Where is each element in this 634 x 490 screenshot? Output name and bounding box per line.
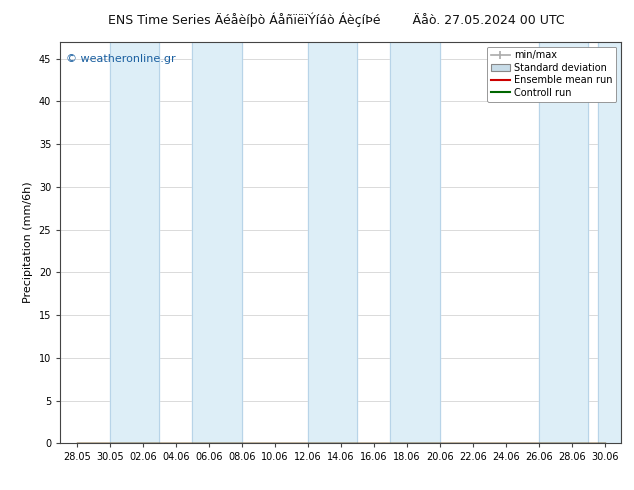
Bar [391,42,440,443]
Bar [307,42,358,443]
Bar [598,42,621,443]
Bar [539,42,588,443]
Legend: min/max, Standard deviation, Ensemble mean run, Controll run: min/max, Standard deviation, Ensemble me… [487,47,616,101]
Bar [192,42,242,443]
Y-axis label: Precipitation (mm/6h): Precipitation (mm/6h) [23,182,33,303]
Bar [110,42,159,443]
Text: ENS Time Series Äéåèíþò ÁåñïëïÝíáò ÁèçíÞé        Äåò. 27.05.2024 00 UTC: ENS Time Series Äéåèíþò ÁåñïëïÝíáò ÁèçíÞ… [108,12,564,27]
Text: © weatheronline.gr: © weatheronline.gr [66,54,176,64]
